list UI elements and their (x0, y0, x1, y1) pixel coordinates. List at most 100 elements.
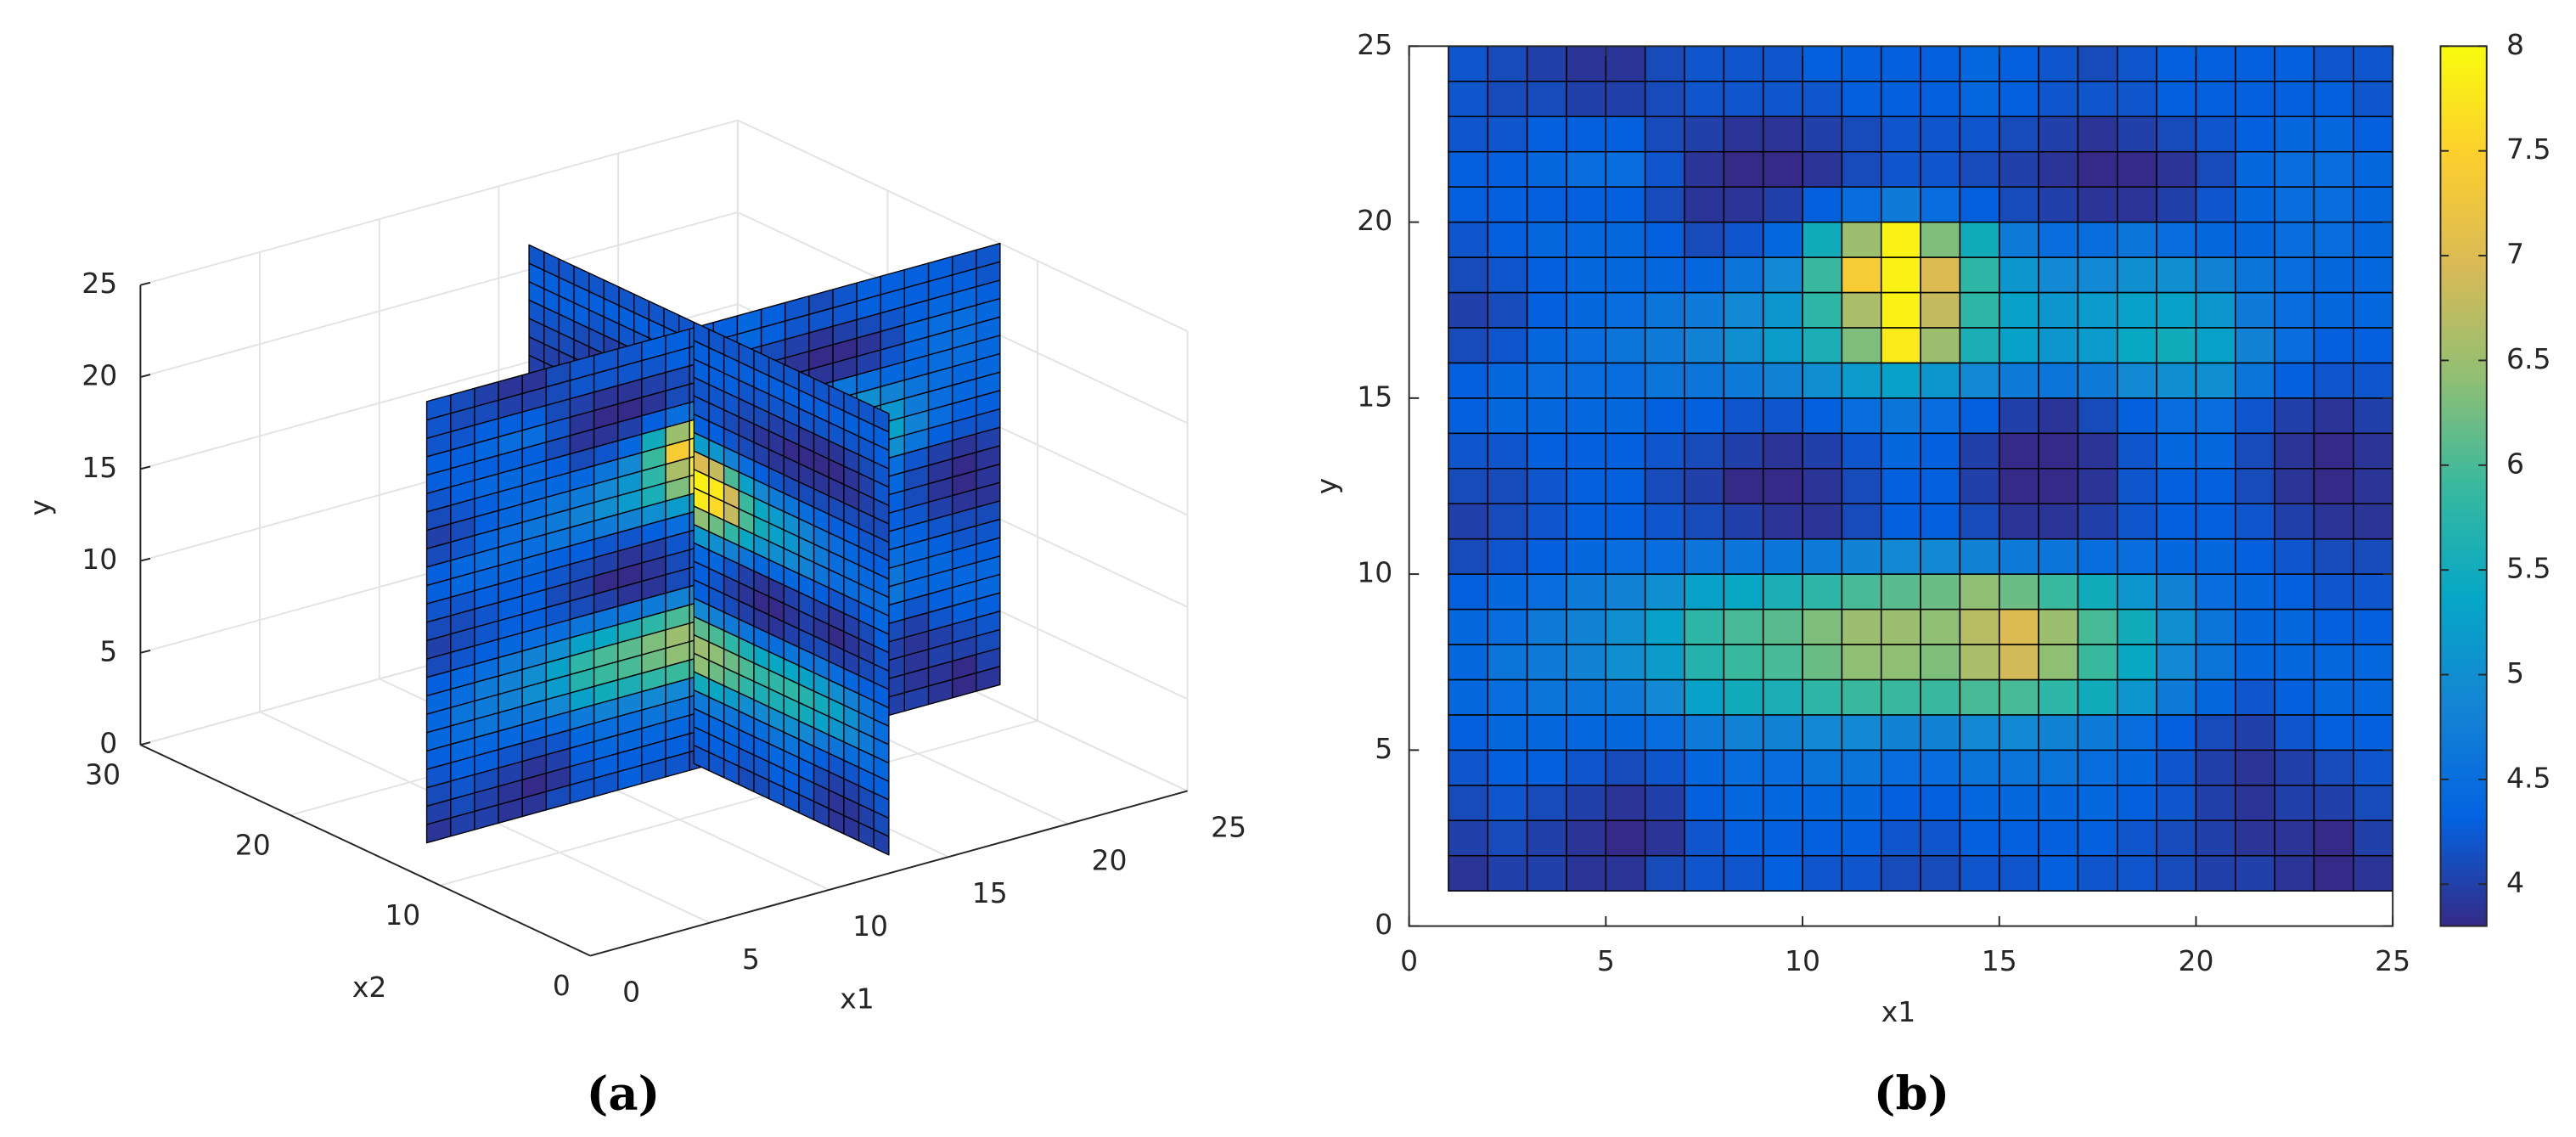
heatmap-cell (1802, 150, 1843, 188)
heatmap-cell (1880, 221, 1921, 258)
x2-tick-label: 0 (553, 969, 571, 1002)
heatmap-cell (2235, 45, 2275, 82)
heatmap-cell (2077, 573, 2118, 611)
colorbar-tick-label: 5.5 (2506, 552, 2551, 585)
heatmap-cell (1959, 749, 2000, 786)
heatmap-cell (1605, 115, 1646, 153)
heatmap-cell (1723, 397, 1764, 435)
heatmap-cell (2156, 432, 2197, 470)
heatmap-cell (1566, 714, 1607, 751)
heatmap-cell (1880, 397, 1921, 435)
heatmap-cell (1526, 186, 1567, 223)
heatmap-cell (2038, 854, 2079, 892)
heatmap-cell (2353, 608, 2393, 645)
heatmap-cell (2195, 81, 2236, 118)
heatmap-cell (2077, 538, 2118, 575)
heatmap-cell (2274, 327, 2315, 364)
heatmap-cell (1880, 785, 1921, 822)
colorbar-tick-label: 6 (2506, 447, 2524, 480)
heatmap-cell (1998, 81, 2039, 118)
heatmap-cell (1644, 397, 1685, 435)
heatmap-cell (1762, 678, 1803, 716)
x2-axis-label: x2 (352, 971, 387, 1004)
heatmap-cell (1723, 644, 1764, 681)
heatmap-cell (1959, 467, 2000, 504)
heatmap-cell (2353, 397, 2393, 435)
heatmap-cell (1920, 538, 1961, 575)
heatmap-cell (1723, 291, 1764, 329)
x2-tick-label: 10 (385, 898, 420, 932)
heatmap-cell (1526, 432, 1567, 470)
heatmap-cell (1959, 573, 2000, 611)
heatmap-cell (1605, 397, 1646, 435)
heatmap-cell (1920, 785, 1961, 822)
heatmap-cell (1684, 432, 1725, 470)
heatmap-cell (2116, 785, 2157, 822)
grid-line (737, 119, 1189, 332)
heatmap-cell (2038, 150, 2079, 188)
heatmap-cell (1566, 819, 1607, 857)
x2-tick-label: 20 (235, 828, 271, 861)
heatmap-cell (2353, 327, 2393, 364)
heatmap-cell (2274, 397, 2315, 435)
heatmap-cell (2156, 327, 2197, 364)
heatmap-cell (2195, 150, 2236, 188)
heatmap-cell (2235, 221, 2275, 258)
heatmap-cell (1448, 45, 1489, 82)
z-tick-label: 10 (82, 543, 117, 576)
heatmap-cell (1841, 291, 1882, 329)
heatmap-cell (1841, 186, 1882, 223)
heatmap-cell (1684, 678, 1725, 716)
heatmap-cell (1644, 186, 1685, 223)
heatmap-cell (2195, 749, 2236, 786)
heatmap-cell (2235, 432, 2275, 470)
heatmap-cell (1448, 150, 1489, 188)
grid-line (140, 119, 739, 286)
heatmap-cell (2353, 714, 2393, 751)
heatmap-cell (1487, 608, 1528, 645)
x-tick-label: 25 (2375, 944, 2410, 977)
heatmap-cell (2353, 678, 2393, 716)
heatmap-cell (1644, 608, 1685, 645)
heatmap-cell (1841, 819, 1882, 857)
heatmap-cell (2235, 538, 2275, 575)
heatmap-cell (2235, 503, 2275, 540)
heatmap-cell (1605, 573, 1646, 611)
heatmap-cell (1959, 256, 2000, 294)
heatmap-cell (1487, 644, 1528, 681)
heatmap-cell (2195, 432, 2236, 470)
heatmap-cell (2274, 714, 2315, 751)
heatmap-cell (1802, 327, 1843, 364)
heatmap-cell (1526, 538, 1567, 575)
heatmap-cell (2156, 467, 2197, 504)
heatmap-cell (2077, 186, 2118, 223)
heatmap-cell (1959, 608, 2000, 645)
heatmap-cell (2038, 573, 2079, 611)
heatmap-cell (1841, 644, 1882, 681)
heatmap-cell (1644, 503, 1685, 540)
heatmap-cell (1998, 785, 2039, 822)
heatmap-cell (1487, 749, 1528, 786)
heatmap-cell (1880, 256, 1921, 294)
tick-mark (140, 374, 151, 378)
heatmap-cell (1448, 573, 1489, 611)
heatmap-cell (1487, 221, 1528, 258)
x-tick-label: 15 (1982, 944, 2017, 977)
heatmap-cell (1723, 573, 1764, 611)
heatmap-cell (1605, 81, 1646, 118)
heatmap-cell (1684, 221, 1725, 258)
heatmap-cell (1998, 256, 2039, 294)
x1-tick-label: 10 (852, 909, 888, 943)
heatmap-cell (1959, 432, 2000, 470)
heatmap-cell (2274, 467, 2315, 504)
heatmap-cell (2038, 115, 2079, 153)
heatmap-cell (2077, 256, 2118, 294)
heatmap-cell (2274, 503, 2315, 540)
heatmap-cell (1526, 819, 1567, 857)
heatmap-cell (2235, 291, 2275, 329)
heatmap-cell (1880, 573, 1921, 611)
heatmap-cell (2313, 608, 2354, 645)
tick-mark (140, 650, 151, 654)
y-tick-label: 10 (1357, 556, 1392, 589)
